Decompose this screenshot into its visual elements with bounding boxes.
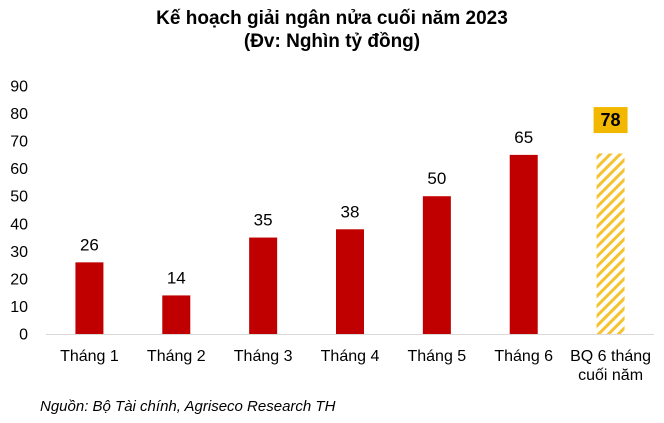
bar	[596, 153, 625, 334]
y-tick-label: 10	[10, 299, 28, 316]
y-tick-label: 0	[19, 327, 28, 344]
y-tick-label: 30	[10, 244, 28, 261]
bar	[336, 229, 364, 334]
data-label: 14	[167, 268, 186, 287]
y-tick-label: 80	[10, 106, 28, 123]
x-tick-label: Tháng 1	[60, 348, 119, 365]
x-tick-label: Tháng 5	[407, 348, 466, 365]
y-tick-label: 70	[10, 134, 28, 151]
data-label: 78	[601, 110, 621, 130]
bar	[509, 154, 538, 334]
y-tick-label: 90	[10, 79, 28, 96]
x-tick-label: Tháng 3	[234, 348, 293, 365]
y-tick-label: 60	[10, 161, 28, 178]
data-label: 65	[514, 128, 533, 147]
y-tick-label: 50	[10, 189, 28, 206]
x-tick-label: BQ 6 tháng cuối năm	[570, 348, 651, 384]
bar	[249, 237, 278, 334]
y-tick-label: 20	[10, 271, 28, 288]
x-tick-label: Tháng 2	[147, 348, 206, 365]
data-label: 35	[254, 211, 273, 230]
bar	[422, 196, 451, 334]
data-label: 26	[80, 235, 99, 254]
bar	[162, 295, 191, 334]
chart-title: Kế hoạch giải ngân nửa cuối năm 2023	[156, 8, 508, 29]
chart-source: Nguồn: Bộ Tài chính, Agriseco Research T…	[40, 398, 336, 415]
data-label-box	[593, 107, 628, 134]
chart-subtitle: (Đv: Nghìn tỷ đồng)	[243, 31, 421, 52]
x-tick-label: Tháng 6	[494, 348, 553, 365]
data-label: 50	[427, 169, 446, 188]
y-tick-label: 40	[10, 216, 28, 233]
bar	[75, 262, 104, 334]
data-label: 38	[341, 202, 360, 221]
x-tick-label: Tháng 4	[321, 348, 380, 365]
